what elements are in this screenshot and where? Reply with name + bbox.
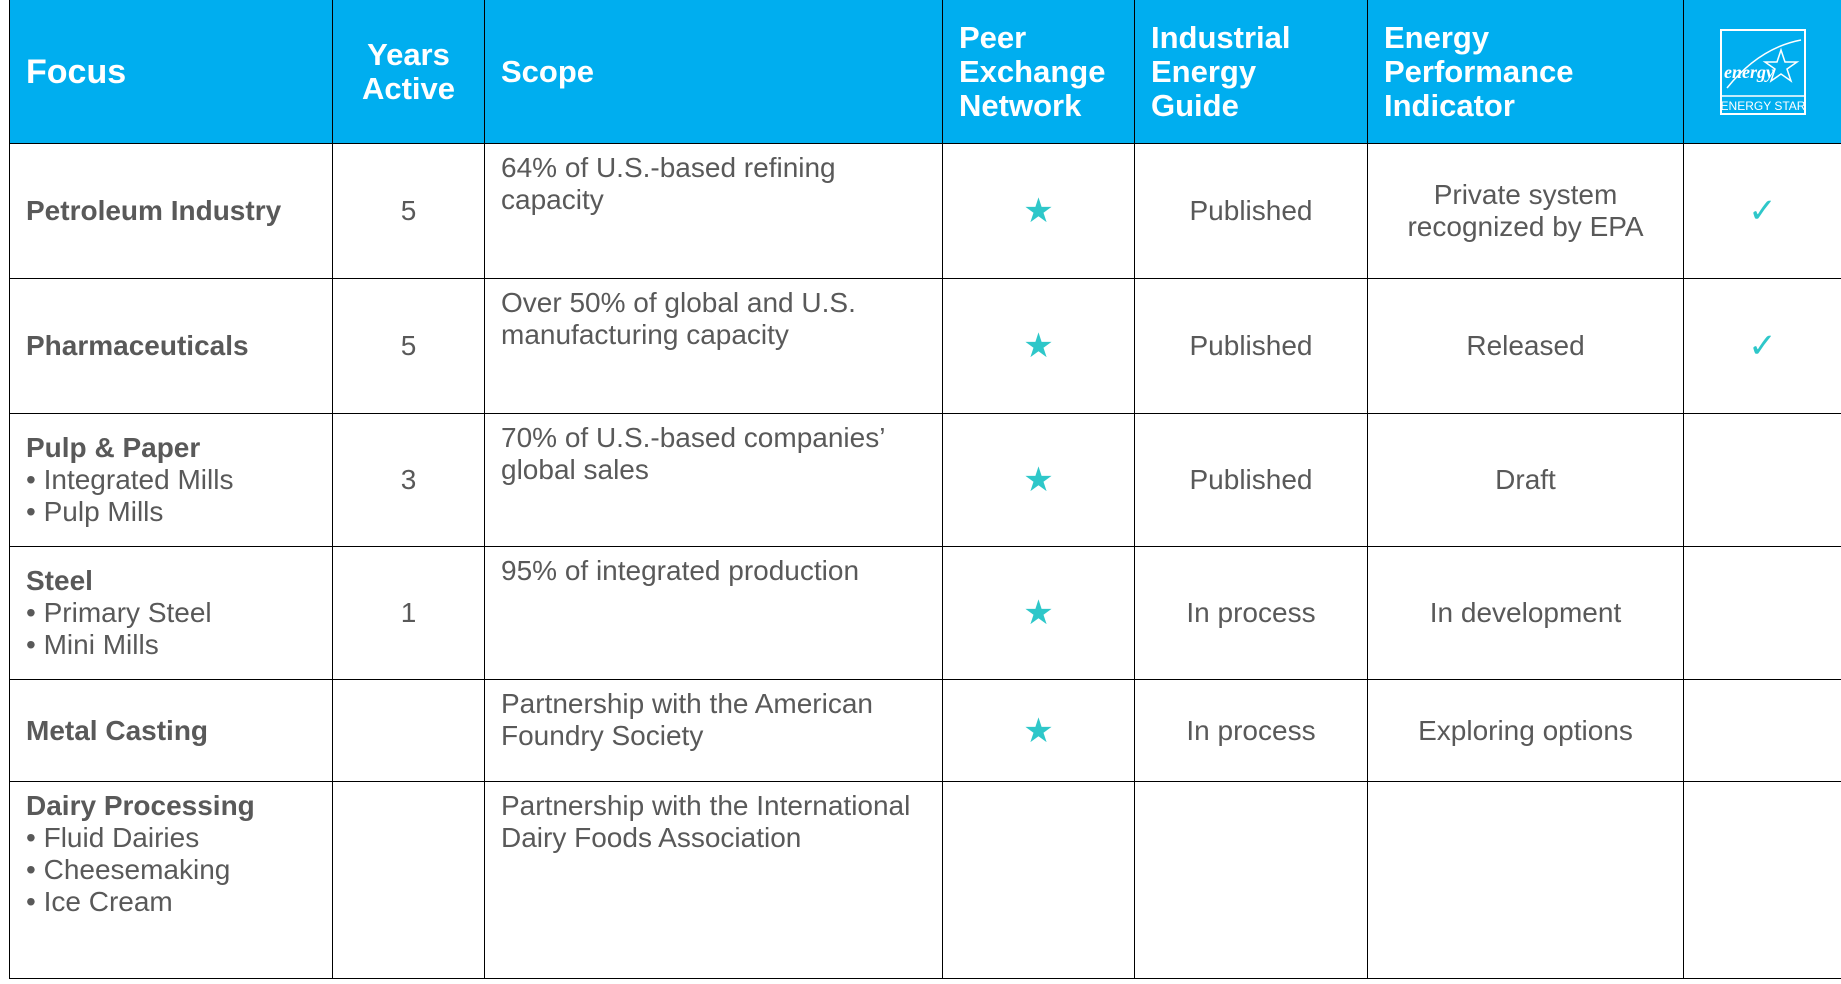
- bullet: •: [26, 496, 44, 527]
- focus-cell: Metal Casting: [9, 679, 333, 782]
- focus-cell: Pharmaceuticals: [9, 278, 333, 414]
- energy-star-check: [1683, 679, 1841, 782]
- bullet: •: [26, 854, 44, 885]
- peer-star: ★: [942, 546, 1135, 680]
- focus-item: • Integrated Mills: [26, 464, 316, 496]
- focus-item: • Ice Cream: [26, 886, 316, 918]
- table-cell: In process: [1134, 679, 1368, 782]
- table-cell: 70% of U.S.-based companies’ global sale…: [484, 413, 943, 547]
- bullet: •: [26, 822, 44, 853]
- focus-item: • Pulp Mills: [26, 496, 316, 528]
- focus-cell: Steel • Primary Steel • Mini Mills: [9, 546, 333, 680]
- peer-star: ★: [942, 413, 1135, 547]
- peer-star: ★: [942, 278, 1135, 414]
- table-cell: Exploring options: [1367, 679, 1684, 782]
- focus-item-text: Integrated Mills: [43, 464, 234, 495]
- table-cell: Published: [1134, 413, 1368, 547]
- table-row: Pharmaceuticals 5 Over 50% of global and U…: [9, 278, 1841, 414]
- focus-item-text: Mini Mills: [43, 629, 159, 660]
- table-cell: Published: [1134, 278, 1368, 414]
- focus-item: • Cheesemaking: [26, 854, 316, 886]
- focus-title: Metal Casting: [26, 714, 209, 746]
- header-cell: Scope: [484, 0, 943, 144]
- table-row: Petroleum Industry 5 64% of U.S.-based ref…: [9, 143, 1841, 279]
- table-cell: Published: [1134, 143, 1368, 279]
- focus-item-text: Pulp Mills: [43, 496, 164, 527]
- energy-star-check: [1683, 546, 1841, 680]
- logo-star: [1762, 47, 1799, 83]
- focus-item-text: Fluid Dairies: [43, 822, 200, 853]
- table-cell: Draft: [1367, 413, 1684, 547]
- energy-star-check: ✓: [1683, 278, 1841, 414]
- energy-star-logo: energy ENERGY STAR: [1719, 28, 1806, 115]
- table-row: Metal Casting Partnership with the Americ…: [9, 679, 1841, 782]
- table-cell: Released: [1367, 278, 1684, 414]
- logo-arc: [1725, 38, 1801, 88]
- focus-cell: Dairy Processing • Fluid Dairies • Cheesem…: [9, 781, 333, 979]
- table-row: Steel • Primary Steel • Mini Mills 1 95% of …: [9, 546, 1841, 680]
- table-cell: Partnership with the American Foundry So…: [484, 679, 943, 782]
- peer-star: [942, 781, 1135, 979]
- bullet: •: [26, 629, 44, 660]
- header-cell: Industrial Energy Guide: [1134, 0, 1368, 144]
- focus-title: Steel: [26, 565, 93, 596]
- peer-star: ★: [942, 679, 1135, 782]
- energy-star-check: [1683, 781, 1841, 979]
- logo-cell: energy ENERGY STAR: [1683, 0, 1841, 144]
- table-cell: [1134, 781, 1368, 979]
- focus-title: Pharmaceuticals: [26, 330, 249, 361]
- bullet: •: [26, 597, 44, 628]
- table-cell: In development: [1367, 546, 1684, 680]
- bullet: •: [26, 464, 44, 495]
- focus-title: Petroleum Industry: [26, 195, 282, 226]
- peer-star: ★: [942, 143, 1135, 279]
- logo-band: [1719, 94, 1806, 115]
- table-row: Pulp & Paper • Integrated Mills • Pulp Mil…: [9, 413, 1841, 547]
- table-cell: 64% of U.S.-based refining capacity: [484, 143, 943, 279]
- bullet: •: [26, 886, 44, 917]
- focus-item: • Mini Mills: [26, 629, 316, 661]
- energy-star-check: [1683, 413, 1841, 547]
- table-cell: [1367, 781, 1684, 979]
- logo-label: ENERGY STAR: [1720, 99, 1805, 113]
- table-cell: Private system recognized by EPA: [1367, 143, 1684, 279]
- header-row: Focus Years Active Scope Peer Exchange Netw…: [9, 0, 1841, 144]
- logo-script: energy: [1724, 62, 1775, 82]
- header-cell: Years Active: [332, 0, 485, 144]
- energy-star-check: ✓: [1683, 143, 1841, 279]
- focus-title: Dairy Processing: [26, 790, 255, 821]
- focus-item: • Primary Steel: [26, 597, 316, 629]
- table-cell: 5: [332, 143, 485, 279]
- table-cell: [332, 679, 485, 782]
- header-cell: Focus: [9, 0, 333, 144]
- focus-item-text: Cheesemaking: [43, 854, 231, 885]
- table-cell: Partnership with the International Dairy…: [484, 781, 943, 979]
- table-cell: In process: [1134, 546, 1368, 680]
- table-cell: 5: [332, 278, 485, 414]
- table-cell: Over 50% of global and U.S. manufacturin…: [484, 278, 943, 414]
- table-body: Petroleum Industry 5 64% of U.S.-based ref…: [9, 143, 1841, 979]
- table-cell: 1: [332, 546, 485, 680]
- focus-cell: Pulp & Paper • Integrated Mills • Pulp Mil…: [9, 413, 333, 547]
- focus-title: Pulp & Paper: [26, 432, 201, 463]
- table-cell: [332, 781, 485, 979]
- table-cell: 95% of integrated production: [484, 546, 943, 680]
- focus-item-text: Ice Cream: [43, 886, 173, 917]
- header-cell: Energy Performance Indicator: [1367, 0, 1684, 144]
- focus-cell: Petroleum Industry: [9, 143, 333, 279]
- focus-table: Focus Years Active Scope Peer Exchange Netw…: [9, 0, 1841, 979]
- table-row: Dairy Processing • Fluid Dairies • Cheesem…: [9, 781, 1841, 979]
- focus-item: • Fluid Dairies: [26, 822, 316, 854]
- table-cell: 3: [332, 413, 485, 547]
- focus-item-text: Primary Steel: [43, 597, 212, 628]
- header-cell: Peer Exchange Network: [942, 0, 1135, 144]
